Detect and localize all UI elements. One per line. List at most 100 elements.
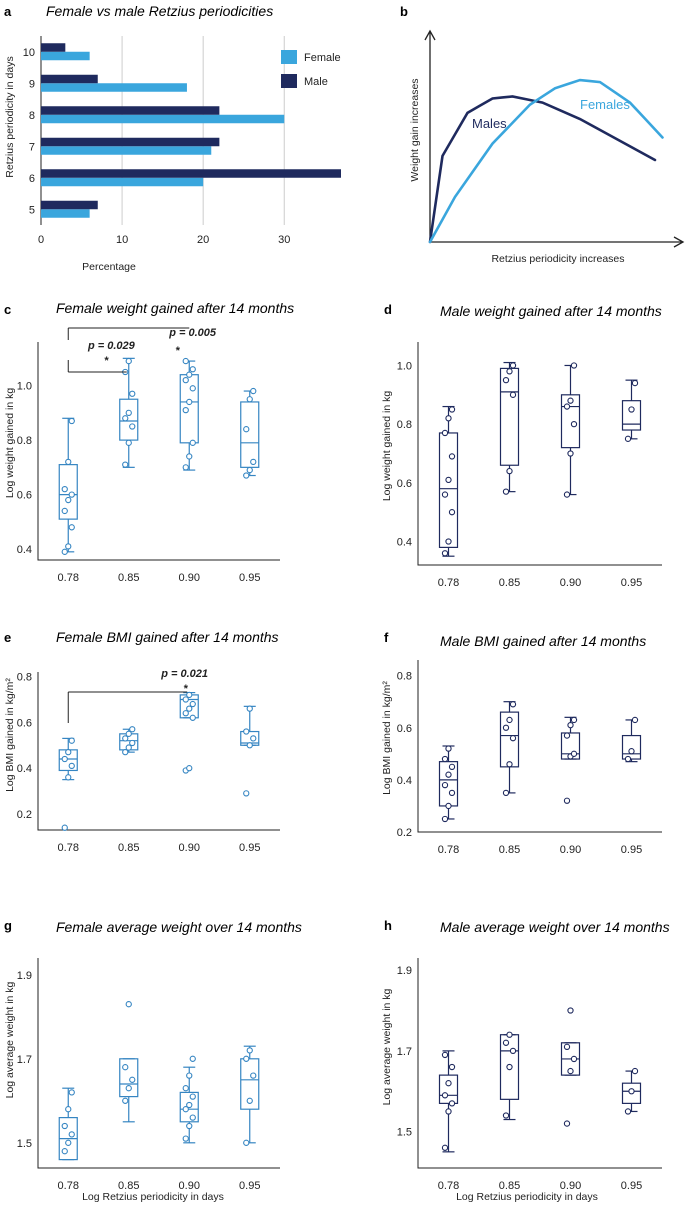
point-0.95-2: [250, 1072, 257, 1079]
chart-h-xtick-0: 0.78: [438, 1180, 459, 1192]
point-0.78-3: [441, 781, 449, 789]
sig-label-c-1: p = 0.029: [87, 340, 136, 352]
chart-e-ytick-1: 0.4: [17, 763, 32, 775]
point-0.90-2: [189, 1114, 196, 1121]
point-0.90-7: [186, 691, 193, 699]
chart-a-xlabel: Percentage: [82, 261, 136, 273]
point-0.78-0: [441, 1144, 449, 1151]
chart-a-xtick-1: 10: [116, 234, 128, 246]
chart-f-title: Male BMI gained after 14 months: [440, 633, 646, 649]
point-0.85-1: [506, 467, 513, 475]
box-0.85: [119, 1058, 139, 1098]
chart-f-box: Male BMI gained after 14 months Log BMI …: [381, 633, 662, 856]
point-0.85-0: [502, 789, 510, 797]
chart-g-xtick-0: 0.78: [58, 1180, 79, 1192]
chart-f-xtick-0: 0.78: [438, 844, 459, 856]
point-0.90-4: [186, 398, 193, 406]
chart-b-y-arrow: [424, 29, 436, 41]
point-0.95-1: [628, 1088, 635, 1095]
point-0.90-2: [570, 750, 578, 757]
point-0.90-1: [186, 453, 193, 460]
point-0.90-0: [563, 797, 571, 804]
chart-d-ylabel: Log weight gained in kg: [381, 391, 393, 501]
point-0.78-4: [65, 1106, 72, 1113]
chart-a-ytick-3: 8: [29, 110, 35, 122]
point-0.85-2: [509, 1047, 517, 1055]
legend-label-female: Female: [304, 52, 341, 64]
point-0.85-3: [502, 1039, 510, 1046]
point-0.85-4: [125, 409, 132, 416]
point-0.90-5: [189, 385, 196, 392]
point-0.90-4: [567, 1007, 574, 1014]
point-0.78-0: [61, 1148, 68, 1155]
chart-a-ytick-2: 7: [29, 141, 35, 153]
curve-label-males: Males: [472, 116, 507, 131]
point-0.78-4: [445, 476, 452, 484]
point-0.78-3: [441, 1092, 449, 1099]
chart-e-xtick-1: 0.85: [118, 842, 139, 854]
point-0.90-1: [567, 450, 574, 457]
point-0.90-1: [186, 765, 193, 772]
bar-female-6: [41, 177, 204, 187]
point-0.78-5: [68, 491, 75, 498]
chart-c-ytick-3: 1.0: [17, 381, 32, 393]
chart-h-ytick-0: 1.5: [397, 1127, 412, 1139]
bar-female-9: [41, 83, 187, 92]
point-0.85-4: [506, 716, 513, 724]
chart-h-box: Male average weight over 14 months Log a…: [381, 919, 670, 1203]
bar-female-8: [41, 114, 285, 124]
point-0.90-3: [182, 406, 189, 414]
point-0.78-4: [445, 1080, 452, 1087]
point-0.85-5: [129, 390, 136, 397]
point-0.78-6: [441, 429, 449, 437]
point-0.85-0: [502, 1112, 510, 1119]
point-0.85-2: [129, 1076, 136, 1083]
point-0.85-2: [129, 739, 136, 747]
chart-f-ylabel: Log BMI gained in kg/m²: [381, 681, 393, 795]
panel-label-b: b: [400, 4, 408, 19]
curve-label-females: Females: [580, 97, 630, 112]
point-0.90-4: [567, 722, 574, 729]
point-0.95-0: [624, 435, 632, 442]
sig-star-e: *: [183, 683, 188, 695]
point-0.85-1: [125, 1085, 132, 1092]
point-0.90-0: [182, 464, 189, 471]
chart-g-xtick-2: 0.90: [179, 1180, 200, 1192]
chart-g-ytick-1: 1.7: [17, 1054, 32, 1066]
point-0.90-5: [189, 1093, 196, 1100]
point-0.78-0: [441, 550, 449, 557]
bar-male-7: [41, 137, 220, 147]
legend-swatch-female: [281, 50, 297, 64]
chart-c-title: Female weight gained after 14 months: [56, 300, 294, 316]
point-0.85-2: [129, 423, 136, 430]
point-0.90-5: [189, 700, 196, 708]
chart-a-ytick-0: 5: [29, 204, 35, 216]
point-0.85-4: [125, 730, 132, 737]
chart-e-ytick-3: 0.8: [17, 672, 32, 684]
point-0.78-4: [445, 771, 452, 778]
chart-a-bar: Female vs male Retzius periodicities Per…: [4, 3, 341, 273]
point-0.90-7: [186, 1072, 193, 1079]
point-0.90-6: [182, 376, 189, 384]
chart-g-axes: [37, 958, 280, 1169]
point-0.95-1: [246, 1097, 253, 1104]
chart-a-ytick-5: 10: [23, 47, 35, 59]
panel-label-f: f: [384, 630, 389, 645]
point-0.78-2: [68, 762, 75, 770]
chart-g-ytick-2: 1.9: [17, 970, 32, 982]
point-0.85-4: [125, 1001, 132, 1008]
chart-f-ytick-0: 0.2: [397, 827, 412, 839]
chart-a-ylabel: Retzius periodicity in days: [4, 56, 16, 177]
point-0.78-2: [448, 789, 456, 797]
bar-male-10: [41, 43, 66, 52]
point-0.78-4: [65, 748, 72, 756]
bar-male-8: [41, 106, 220, 115]
point-0.85-1: [506, 1063, 513, 1071]
point-0.95-4: [246, 396, 253, 403]
point-0.95-5: [250, 387, 257, 395]
point-0.78-3: [61, 755, 68, 763]
chart-h-xtick-3: 0.95: [621, 1180, 642, 1192]
chart-g-box: Female average weight over 14 months Log…: [4, 919, 302, 1203]
point-0.78-1: [445, 538, 452, 545]
